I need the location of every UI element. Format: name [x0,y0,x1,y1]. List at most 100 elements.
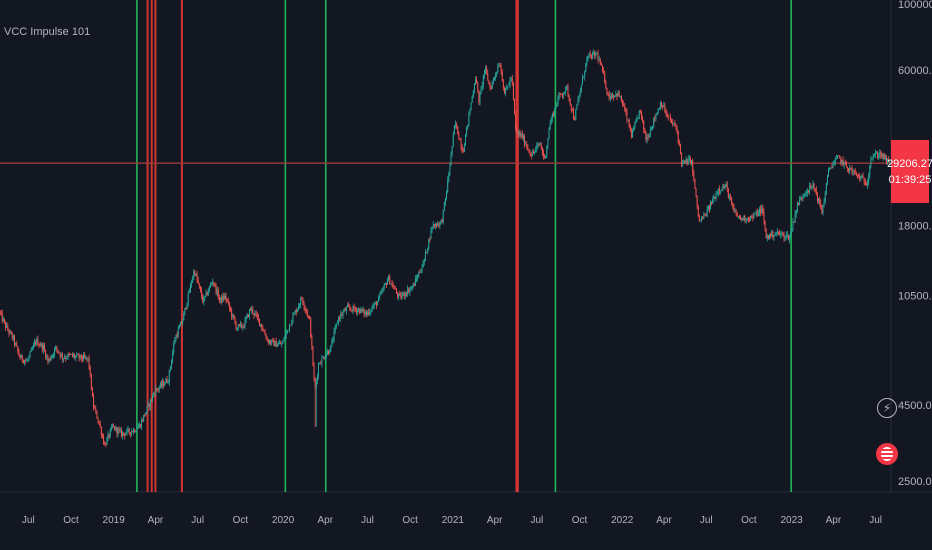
candle-body [479,93,481,103]
candle-body [630,130,632,138]
candle-body [756,211,758,216]
candle-body [94,407,96,409]
candle-body [373,303,375,307]
candle-body [640,110,642,118]
candle-body [209,284,211,287]
candle-body [18,351,20,356]
time-axis-label: Jul [869,515,882,526]
candle-body [585,62,587,72]
candle-body [106,438,108,446]
candle-body [714,197,716,199]
candle-body [367,312,369,315]
candle-body [593,52,595,54]
candle-body [399,293,401,295]
time-axis-label: Jul [530,515,543,526]
candle-body [64,357,66,359]
candle-body [364,312,366,315]
candle-body [694,178,696,190]
candle-body [828,168,830,177]
candle-body [272,339,274,341]
candle-body [471,96,473,103]
candle-body [238,324,240,326]
us-flag-icon[interactable] [876,443,898,465]
candle-body [365,312,367,315]
candle-body [338,317,340,323]
indicator-title[interactable]: VCC Impulse 101 [4,26,91,38]
candle-body [692,160,694,173]
candle-body [128,428,130,433]
candle-body [349,306,351,309]
candle-body [29,351,31,357]
candle-body [821,208,823,214]
candle-body [462,150,464,153]
candle-body [322,357,324,358]
candle-body [754,213,756,215]
candle-body [350,308,352,310]
lightning-icon[interactable]: ⚡︎ [877,398,897,418]
candle-body [765,229,767,239]
candle-body [247,314,249,317]
candle-body [32,344,34,349]
candle-body [242,326,244,328]
candle-body [104,443,106,445]
candle-body [874,153,876,156]
candle-body [583,76,585,78]
candle-body [44,345,46,351]
candle-body [531,152,533,157]
candle-body [695,189,697,196]
candle-body [542,152,544,157]
candle-body [231,310,233,317]
candle-body [255,313,257,315]
candle-body [91,389,93,397]
candle-body [826,176,828,184]
candle-body [549,123,551,130]
candle-body [507,86,509,88]
candle-body [329,351,331,354]
candle-body [314,378,316,389]
candle-body [457,126,459,135]
candle-body [148,403,150,407]
candle-body [378,296,380,302]
candle-body [93,396,95,408]
candle-body [66,357,68,359]
candle-body [426,251,428,253]
candle-body [687,158,689,165]
candle-body [243,326,245,328]
candle-body [122,432,124,437]
candle-body [194,270,196,276]
candle-body [395,288,397,293]
candle-body [439,221,441,226]
candle-body [84,355,86,358]
candle-body [416,278,418,280]
candle-body [134,429,136,433]
candle-body [675,125,677,129]
candle-body [566,86,568,87]
candle-body [852,170,854,173]
candle-body [405,294,407,295]
candle-body [849,167,851,172]
candle-body [748,219,750,221]
candle-body [850,167,852,169]
candle-body [882,153,884,158]
candle-body [262,328,264,331]
candle-body [145,412,147,416]
candle-body [691,160,693,164]
candle-body [267,340,269,344]
time-axis-label: 2020 [272,515,295,526]
candle-body [716,193,718,195]
candle-body [184,307,186,314]
time-axis-label: Apr [318,515,334,526]
candle-body [46,356,48,358]
candle-body [712,199,714,204]
candle-body [297,306,299,309]
candle-body [715,193,717,199]
candle-body [304,307,306,310]
candle-body [801,197,803,199]
candle-body [315,381,317,389]
candle-body [159,383,161,388]
candle-body [270,340,272,344]
candle-body [144,414,146,416]
candle-body [116,427,118,434]
